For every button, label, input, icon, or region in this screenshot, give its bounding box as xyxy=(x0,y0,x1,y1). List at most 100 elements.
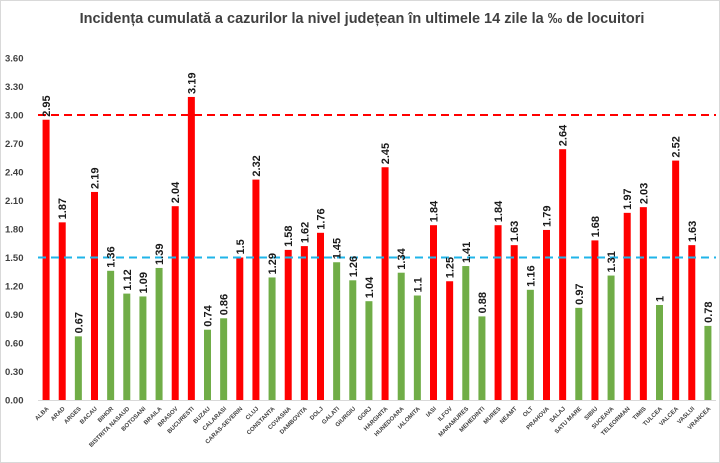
data-label: 1.1 xyxy=(412,277,424,292)
y-tick-label: 0.30 xyxy=(5,367,24,378)
y-tick-label: 0.90 xyxy=(5,310,24,321)
bar-prahova xyxy=(543,229,550,400)
data-label: 2.04 xyxy=(170,181,182,203)
data-label: 1.76 xyxy=(316,208,328,229)
bar-arges xyxy=(74,336,82,400)
data-label: 3.19 xyxy=(186,73,198,94)
y-tick-label: 3.00 xyxy=(5,111,24,122)
y-tick-label: 0.60 xyxy=(5,339,24,350)
data-label: 1.26 xyxy=(348,256,360,277)
bar-valcea xyxy=(672,160,680,400)
x-tick-label: IASI xyxy=(425,406,438,419)
data-label: 0.78 xyxy=(703,301,715,322)
y-tick-label: 1.20 xyxy=(5,282,24,293)
data-label: 0.86 xyxy=(219,294,231,315)
data-label: 1.84 xyxy=(429,200,441,222)
bar-covasna xyxy=(284,249,292,400)
y-tick-label: 1.50 xyxy=(5,253,24,264)
data-label: 1.68 xyxy=(590,216,602,237)
data-label: 1.16 xyxy=(525,265,537,286)
bar-cluj xyxy=(252,179,260,400)
data-label: 1.63 xyxy=(687,221,699,242)
bar-satu-mare xyxy=(575,307,583,400)
data-label: 1.84 xyxy=(493,200,505,222)
y-tick-label: 1.80 xyxy=(5,225,24,236)
data-label: 1.31 xyxy=(606,251,618,272)
bar-bucuresti xyxy=(187,96,195,400)
bar-bistrita-nasaud xyxy=(123,293,131,400)
y-tick-label: 0.00 xyxy=(5,396,24,407)
data-label: 1.63 xyxy=(509,221,521,242)
bar-brasov xyxy=(171,206,179,400)
bar-maramures xyxy=(462,266,470,400)
y-tick-label: 3.60 xyxy=(5,54,24,65)
data-label: 2.95 xyxy=(41,95,53,116)
bar-ilfov xyxy=(446,281,454,400)
bar-timis xyxy=(639,207,647,400)
bar-braila xyxy=(155,267,163,400)
bar-mures xyxy=(494,225,502,400)
chart-title: Incidența cumulată a cazurilor la nivel … xyxy=(80,11,645,27)
x-tick-label: ALBA xyxy=(34,406,50,422)
data-label: 1.39 xyxy=(154,244,166,265)
bar-dambovita xyxy=(300,246,308,400)
reference-lines xyxy=(38,114,716,259)
data-label: 1.12 xyxy=(122,269,134,290)
bar-arad xyxy=(58,222,66,400)
bar-neamt xyxy=(510,245,518,400)
bar-vrancea xyxy=(704,325,712,400)
x-tick-label: BACAU xyxy=(79,406,99,426)
bar-hunedoara xyxy=(397,272,405,400)
data-label: 2.32 xyxy=(251,155,263,176)
data-label: 1.09 xyxy=(138,272,150,293)
bar-calarasi xyxy=(220,318,228,400)
data-label: 1.45 xyxy=(332,238,344,259)
bar-bacau xyxy=(91,191,98,400)
bar-salaj xyxy=(559,149,567,400)
data-label: 1.25 xyxy=(445,257,457,278)
bar-gorj xyxy=(365,301,373,400)
data-label: 0.74 xyxy=(203,304,215,326)
bar-dolj xyxy=(317,232,324,400)
data-label: 1.79 xyxy=(542,206,554,227)
bar-ialomita xyxy=(413,295,421,400)
bar-harghita xyxy=(381,167,389,400)
x-tick-label: OLT xyxy=(522,406,535,419)
x-tick-label: NEAMT xyxy=(499,406,519,426)
data-label: 1.62 xyxy=(299,222,311,243)
data-label: 2.64 xyxy=(558,124,570,146)
bar-teleorman xyxy=(623,212,631,400)
data-label: 0.97 xyxy=(574,283,586,304)
bar-vaslui xyxy=(688,245,696,400)
bar-suceava xyxy=(607,275,615,400)
data-label: 2.52 xyxy=(671,136,683,157)
data-label: 1.34 xyxy=(396,247,408,269)
bar-bihor xyxy=(107,270,115,400)
data-label: 1 xyxy=(655,296,667,302)
bar-alba xyxy=(42,119,50,400)
data-label: 1.04 xyxy=(364,276,376,298)
y-tick-label: 3.30 xyxy=(5,82,24,93)
data-label: 1.97 xyxy=(622,188,634,209)
y-tick-label: 2.10 xyxy=(5,196,24,207)
y-axis: 0.00 0.30 0.60 0.90 1.20 1.50 1.80 2.10 2.40 2.70… xyxy=(5,54,716,407)
data-label: 2.19 xyxy=(90,168,102,189)
data-label: 1.5 xyxy=(235,239,247,254)
data-label: 1.29 xyxy=(267,253,279,274)
bars xyxy=(42,96,712,400)
bar-galati xyxy=(333,262,341,400)
data-label: 2.45 xyxy=(380,143,392,164)
data-label: 0.88 xyxy=(477,292,489,313)
data-label: 1.87 xyxy=(57,198,69,219)
bar-giurgiu xyxy=(349,280,357,400)
bar-botosani xyxy=(139,296,147,400)
x-tick-label: TELEORMAN xyxy=(601,406,632,437)
y-tick-label: 2.40 xyxy=(5,168,24,179)
bar-iasi xyxy=(430,225,437,400)
bar-buzau xyxy=(204,329,211,400)
bar-caras-severin xyxy=(236,257,244,400)
bar-constanta xyxy=(268,277,276,400)
data-label: 1.58 xyxy=(283,225,295,246)
bar-sibiu xyxy=(591,240,599,400)
